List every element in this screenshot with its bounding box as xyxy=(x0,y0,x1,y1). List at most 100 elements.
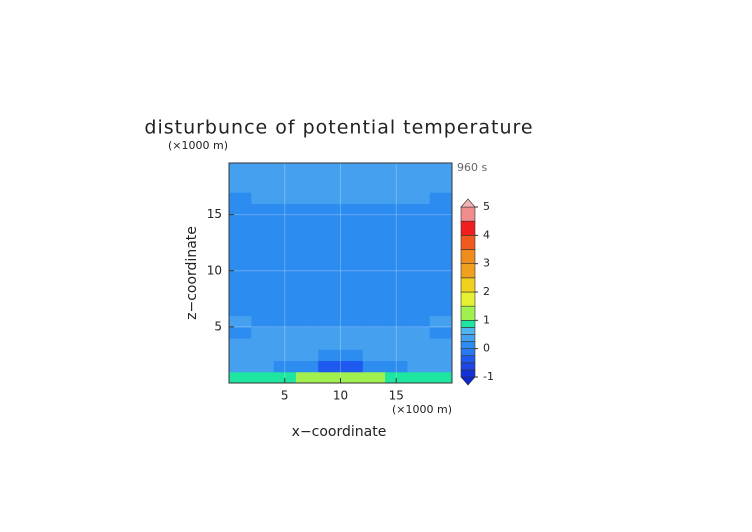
colorbar-band xyxy=(460,348,476,357)
contour-cell xyxy=(318,270,341,283)
contour-cell xyxy=(273,169,297,182)
contour-cell xyxy=(273,304,297,317)
contour-cell xyxy=(429,203,452,216)
contour-cell xyxy=(273,203,297,216)
contour-cell xyxy=(295,225,319,238)
contour-cell xyxy=(295,214,319,227)
contour-cell xyxy=(229,192,252,204)
contour-cell xyxy=(340,371,364,383)
contour-cell xyxy=(362,237,386,249)
contour-cell xyxy=(229,259,252,272)
contour-cell xyxy=(251,248,275,261)
colorbar-band xyxy=(460,206,476,222)
contour-cell xyxy=(340,180,364,193)
contour-cell xyxy=(340,192,364,204)
contour-cell xyxy=(251,293,275,305)
contour-cell xyxy=(340,315,364,328)
contour-cell xyxy=(251,304,275,317)
contour-cell xyxy=(407,304,431,317)
y-axis-label: z−coordinate xyxy=(184,226,200,320)
contour-cell xyxy=(273,371,297,383)
contour-cell xyxy=(407,237,431,249)
colorbar-band xyxy=(460,277,476,293)
contour-cell xyxy=(340,326,364,339)
contour-cell xyxy=(318,293,341,305)
contour-cell xyxy=(407,225,431,238)
colorbar-tick-label: 0 xyxy=(483,342,490,355)
contour-cell xyxy=(273,237,297,249)
contour-cell xyxy=(429,248,452,261)
contour-cell xyxy=(407,293,431,305)
contour-cell xyxy=(229,248,252,261)
colorbar-under xyxy=(460,376,476,386)
overlay: 5 10 15 5 10 15 -1 0 1 2 3 4 5 xyxy=(207,162,494,403)
colorbar-band xyxy=(460,341,476,349)
contour-cell xyxy=(273,281,297,294)
contour-cell xyxy=(362,293,386,305)
contour-cell xyxy=(340,304,364,317)
colorbar-band xyxy=(460,263,476,279)
contour-cell xyxy=(273,349,297,362)
contour-cell xyxy=(251,360,275,373)
contour-cell xyxy=(429,293,452,305)
contour-cell xyxy=(229,315,252,328)
field xyxy=(229,163,452,383)
colorbar-tick-label: 4 xyxy=(483,228,490,241)
contour-cell xyxy=(340,293,364,305)
contour-cell xyxy=(429,371,452,383)
contour-cell xyxy=(229,326,252,339)
contour-cell xyxy=(385,214,408,227)
contour-cell xyxy=(340,259,364,272)
contour-cell xyxy=(340,163,364,171)
contour-cell xyxy=(229,304,252,317)
contour-cell xyxy=(362,259,386,272)
contour-cell xyxy=(251,259,275,272)
contour-cell xyxy=(229,163,252,171)
contour-cell xyxy=(318,360,341,373)
contour-cell xyxy=(318,338,341,350)
colorbar-band xyxy=(460,220,476,236)
contour-cell xyxy=(429,225,452,238)
contour-cell xyxy=(273,180,297,193)
contour-cell xyxy=(340,203,364,216)
contour-cell xyxy=(407,270,431,283)
contour-cell xyxy=(251,338,275,350)
contour-cell xyxy=(429,214,452,227)
colorbar-tick-label: -1 xyxy=(483,370,494,383)
contour-cell xyxy=(229,214,252,227)
contour-cell xyxy=(251,225,275,238)
contour-cell xyxy=(340,169,364,182)
contour-cell xyxy=(318,315,341,328)
contour-cell xyxy=(407,248,431,261)
contour-cell xyxy=(229,371,252,383)
contour-cell xyxy=(429,259,452,272)
contour-cell xyxy=(385,338,408,350)
contour-cell xyxy=(295,163,319,171)
colorbar-over xyxy=(460,198,476,208)
contour-cell xyxy=(407,169,431,182)
contour-cell xyxy=(295,248,319,261)
contour-cell xyxy=(318,203,341,216)
contour-cell xyxy=(385,203,408,216)
contour-cell xyxy=(251,180,275,193)
contour-cell xyxy=(385,270,408,283)
contour-cell xyxy=(429,360,452,373)
contour-cell xyxy=(295,203,319,216)
contour-cell xyxy=(318,371,341,383)
contour-cell xyxy=(429,180,452,193)
contour-cell xyxy=(295,169,319,182)
contour-cell xyxy=(295,304,319,317)
contour-cell xyxy=(429,270,452,283)
contour-cell xyxy=(385,349,408,362)
contour-cell xyxy=(295,371,319,383)
contour-cell xyxy=(273,214,297,227)
contour-cell xyxy=(340,248,364,261)
contour-cell xyxy=(407,192,431,204)
x-unit: (×1000 m) xyxy=(392,403,452,416)
contour-cell xyxy=(429,349,452,362)
contour-cell xyxy=(385,315,408,328)
colorbar-band xyxy=(460,249,476,264)
contour-cell xyxy=(385,304,408,317)
contour-cell xyxy=(362,180,386,193)
contour-cell xyxy=(429,304,452,317)
